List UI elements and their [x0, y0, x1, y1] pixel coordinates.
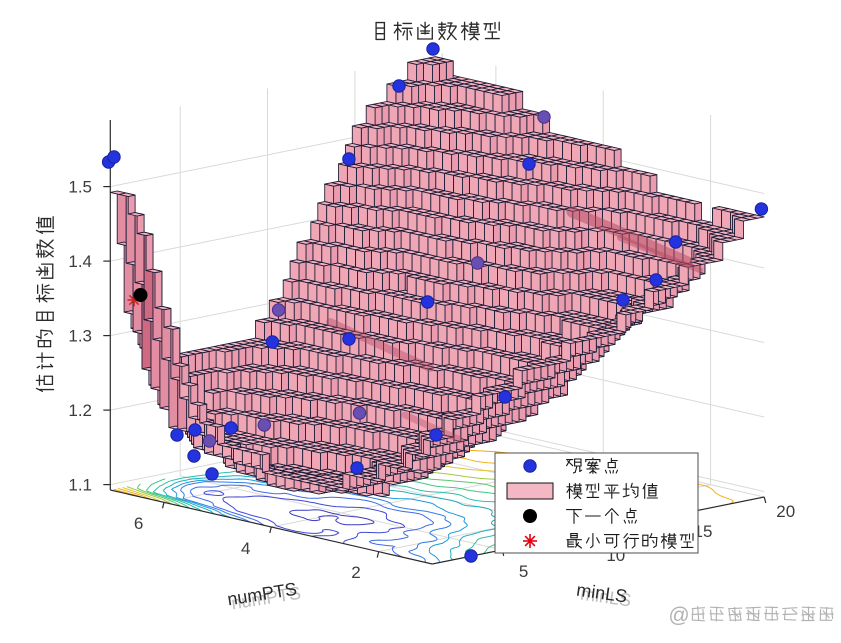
svg-text:1.3: 1.3 [68, 327, 92, 346]
svg-text:20: 20 [776, 502, 795, 521]
svg-text:1.5: 1.5 [68, 178, 92, 197]
svg-text:1.4: 1.4 [68, 252, 92, 271]
svg-text:4: 4 [241, 539, 250, 558]
svg-text:@: @ [668, 604, 689, 627]
svg-text:5: 5 [519, 562, 528, 581]
svg-text:1.1: 1.1 [68, 476, 92, 495]
svg-text:6: 6 [134, 514, 143, 533]
svg-text:1.2: 1.2 [68, 401, 92, 420]
svg-text:2: 2 [351, 563, 360, 582]
